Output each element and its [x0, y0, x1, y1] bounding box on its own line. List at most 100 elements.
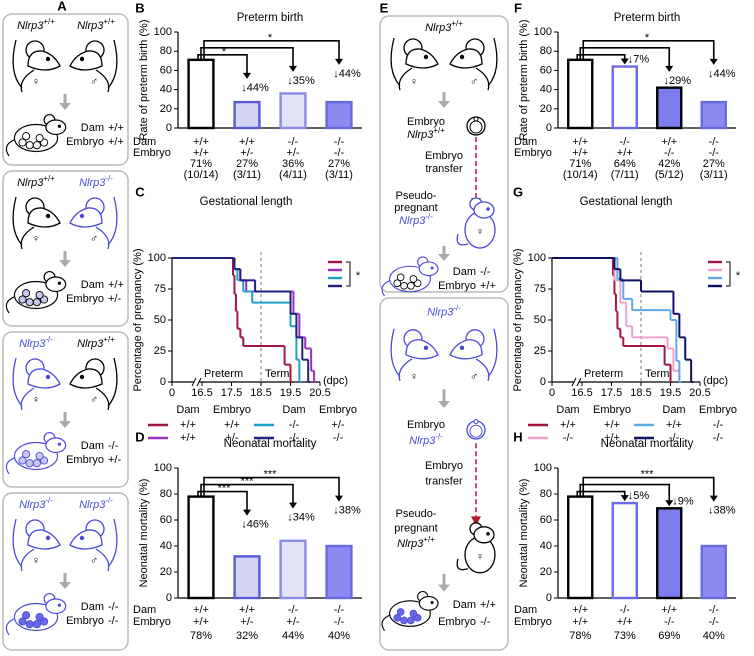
legend-dam: +/+ [180, 432, 196, 444]
significance: * [356, 270, 361, 282]
illustration [381, 590, 439, 631]
gene-name: Nlrp3 [19, 499, 46, 511]
mouse-tail [487, 37, 498, 87]
gene-name: Nlrp3 [79, 177, 106, 189]
comparison-arrow [579, 483, 671, 502]
mouse-tail [12, 357, 23, 407]
change-label: ↓38% [708, 505, 736, 517]
y-tick-label: 75 [154, 283, 166, 295]
embryo [25, 459, 34, 468]
panel-label: B [135, 1, 144, 16]
dam-genotype: -/- [620, 604, 631, 616]
x-tick-label: 16.5 [571, 387, 592, 399]
mouse-body [398, 67, 413, 91]
embryo-genotype: -/- [108, 615, 119, 627]
comparison-arrow [576, 490, 626, 497]
mouse-eye [459, 345, 465, 350]
cross-box [2, 331, 129, 488]
change-label: ↓35% [287, 75, 315, 87]
flow-arrow-head [59, 421, 71, 428]
illustration: ♀ [456, 197, 496, 249]
y-axis-label: Percentage of pregnancy (%) [132, 248, 144, 391]
value-label: 40% [703, 630, 725, 642]
genotype: -/- [425, 212, 433, 221]
mouse-head [27, 368, 61, 389]
legend-dam: +/+ [560, 419, 576, 431]
comparison-arrow [200, 47, 294, 67]
mouse-eye [57, 603, 62, 607]
embryo [407, 616, 415, 625]
embryo-genotype: -/- [664, 616, 675, 628]
mouse-tail [107, 357, 118, 407]
y-axis-label: Rate of preterm birth (%) [138, 19, 150, 140]
panel-label: H [513, 430, 522, 445]
mouse-eye [57, 281, 62, 285]
change-label: ↓44% [333, 68, 361, 80]
embryo [22, 450, 31, 459]
comparison-arrow-head [243, 72, 251, 79]
bar [233, 100, 261, 130]
y-tick-label: 50 [154, 314, 166, 326]
cross-box [2, 13, 129, 166]
embryo [35, 451, 44, 461]
embryo-genotype: +/+ [617, 616, 633, 628]
dam-genotype: +/+ [661, 136, 677, 148]
embryo [18, 456, 27, 465]
genotype-label: Nlrp3-/- [79, 496, 113, 511]
illustration [12, 518, 61, 572]
value-label: 71% [190, 158, 212, 170]
female-symbol: ♀ [32, 76, 40, 88]
legend-header: Dam [556, 404, 579, 416]
embryo-genotype: +/+ [572, 147, 588, 159]
embryo [22, 289, 31, 298]
mouse-head [45, 437, 67, 453]
illustration [12, 39, 61, 93]
row-label: Embryo [66, 136, 104, 148]
embryo-genotype: -/- [709, 616, 720, 628]
genotype-label: Nlrp3-/- [19, 335, 53, 350]
genotype-label: Nlrp3+/+ [17, 17, 55, 32]
mouse-head [418, 261, 439, 277]
transfer-box [379, 15, 509, 293]
male-symbol: ♂ [90, 233, 98, 245]
embryo [18, 617, 27, 626]
count-label: (3/11) [325, 169, 353, 181]
genotype-label: Nlrp3+/+ [397, 535, 435, 550]
gene-name: Nlrp3 [399, 215, 426, 227]
x-tick-label: 17.5 [221, 387, 242, 399]
embryo-genotype: -/- [709, 147, 720, 159]
significance: *** [641, 469, 655, 481]
value-label: 73% [614, 630, 636, 642]
bar [656, 507, 683, 600]
y-axis-label: Percentage of pregnancy (%) [512, 248, 524, 391]
y-tick-label: 25 [154, 345, 166, 357]
gene-name: Nlrp3 [17, 177, 44, 189]
row-label: Dam [514, 136, 537, 148]
embryo-genotype: +/+ [193, 147, 209, 159]
embryo [396, 273, 405, 282]
mouse-tail [390, 37, 401, 87]
change-label: ↓44% [708, 68, 736, 80]
mouse-eye [79, 213, 85, 219]
significance: * [222, 46, 227, 58]
embryo-genotype: -/- [334, 147, 345, 159]
legend-embryo: +/+ [604, 432, 620, 444]
flow-arrow-head [438, 254, 450, 261]
y-axis-label: Rate of preterm birth (%) [518, 19, 530, 140]
value-label: 44% [282, 630, 304, 642]
change-label: ↓46% [241, 519, 269, 531]
embryo [407, 281, 415, 290]
genotype: -/- [435, 432, 443, 441]
change-label: ↓34% [287, 512, 315, 524]
male-symbol: ♂ [90, 76, 98, 88]
genotype: -/- [45, 335, 53, 344]
genotype: +/+ [433, 126, 445, 135]
x-tick-label: 19.5 [660, 387, 681, 399]
y-tick-label: 20 [160, 103, 172, 115]
illustration [5, 593, 67, 636]
comparison-arrow [576, 54, 626, 60]
y-tick-label: 20 [540, 566, 552, 578]
dam-genotype: -/- [334, 604, 345, 616]
embryo-label: Embryo [407, 419, 445, 431]
dam-genotype: +/+ [108, 279, 124, 291]
